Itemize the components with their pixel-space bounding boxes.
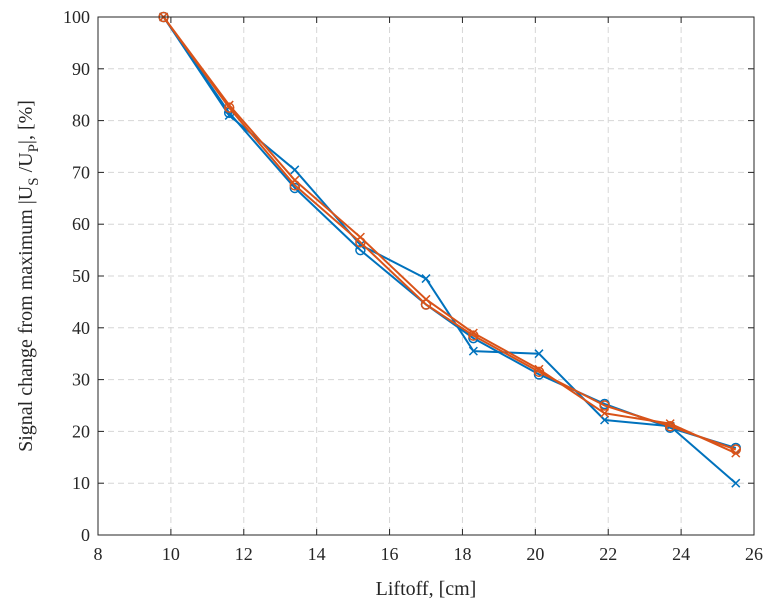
series-4 <box>159 12 741 458</box>
y-axis-label-part1: Signal change from maximum |U <box>15 185 37 452</box>
x-marker <box>421 294 431 304</box>
x-marker <box>421 274 431 284</box>
x-marker <box>600 408 610 418</box>
series-3-line <box>162 16 737 451</box>
y-tick-label: 0 <box>81 525 90 545</box>
tick-labels: 8 10 12 14 16 18 20 22 24 26 0 10 20 30 40 50 60 70 80 90 10… <box>63 7 763 564</box>
x-marker <box>290 165 300 175</box>
y-axis-label-part3: |, [%] <box>15 100 37 144</box>
x-axis-label: Liftoff, [cm] <box>376 578 477 600</box>
circle-marker <box>599 400 610 411</box>
y-tick-label: 20 <box>72 421 90 441</box>
x-tick-label: 8 <box>94 544 103 564</box>
x-marker <box>600 415 610 425</box>
plot-area <box>98 17 754 535</box>
y-axis-label-sub1: S <box>26 177 42 185</box>
x-tick-label: 18 <box>453 544 471 564</box>
x-marker <box>355 232 365 242</box>
ticks <box>97 16 755 536</box>
x-tick-label: 16 <box>381 544 399 564</box>
y-tick-label: 10 <box>72 473 90 493</box>
y-tick-label: 80 <box>72 111 90 131</box>
series-layer <box>158 11 742 488</box>
x-marker <box>534 364 544 374</box>
series-3 <box>158 11 742 455</box>
x-marker <box>224 110 234 120</box>
x-tick-label: 22 <box>599 544 617 564</box>
y-tick-label: 30 <box>72 370 90 390</box>
circle-marker <box>223 102 235 113</box>
x-marker <box>355 240 365 250</box>
y-axis-label: Signal change from maximum |US /UP|, [%] <box>15 100 42 452</box>
series-4-line <box>162 16 737 455</box>
x-marker <box>731 478 741 488</box>
x-marker <box>290 175 300 185</box>
x-marker <box>224 100 234 110</box>
x-marker <box>665 419 675 429</box>
y-tick-label: 90 <box>72 59 90 79</box>
y-tick-label: 60 <box>72 214 90 234</box>
x-tick-label: 20 <box>526 544 544 564</box>
y-tick-label: 50 <box>72 266 90 286</box>
x-tick-label: 12 <box>235 544 253 564</box>
x-tick-label: 24 <box>672 544 690 564</box>
x-marker <box>468 346 478 356</box>
x-marker <box>731 448 741 458</box>
x-marker <box>468 328 478 338</box>
grid <box>98 17 754 535</box>
y-axis-label-part2: /U <box>15 152 37 178</box>
y-axis-label-sub2: P <box>26 144 42 152</box>
y-tick-label: 100 <box>63 7 90 27</box>
x-tick-label: 26 <box>745 544 763 564</box>
x-tick-label: 10 <box>162 544 180 564</box>
x-marker <box>534 349 544 359</box>
y-tick-label: 40 <box>72 318 90 338</box>
y-tick-label: 70 <box>72 162 90 182</box>
x-tick-label: 14 <box>308 544 326 564</box>
